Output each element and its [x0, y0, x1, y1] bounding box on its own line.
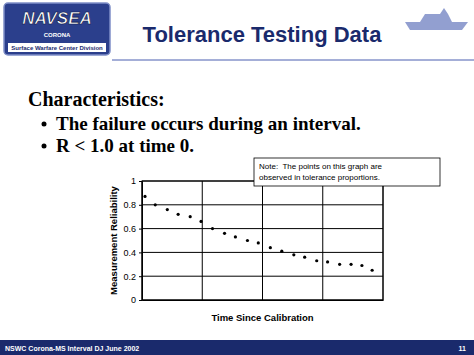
- y-tick: 0.6: [123, 224, 142, 234]
- grid: [142, 181, 383, 300]
- background: [0, 0, 474, 355]
- data-point: [211, 227, 214, 230]
- x-grid-line: [262, 181, 263, 300]
- data-point: [166, 208, 169, 211]
- bullet: R < 1.0 at time 0.: [56, 135, 194, 156]
- y-tick: 0.4: [123, 248, 142, 258]
- header-rule: [112, 60, 474, 61]
- data-point: [269, 246, 272, 249]
- y-tick-label: 0.2: [123, 272, 136, 282]
- y-tick-label: 0.6: [123, 224, 136, 234]
- y-axis-title: Measurement Reliability: [108, 185, 119, 294]
- data-point: [143, 195, 146, 198]
- data-point: [315, 259, 318, 262]
- chart: 0 0.2 0.4 0.6 0.8 1 Time Since Calibration Meas…: [108, 176, 384, 323]
- heading: Characteristics:: [28, 88, 165, 110]
- y-tick: 1: [131, 176, 142, 186]
- data-point: [338, 263, 341, 266]
- plot-frame: [142, 181, 383, 300]
- note-text: Note: The points on this graph are: [259, 162, 383, 171]
- y-tick-label: 1: [131, 176, 136, 186]
- logo-division: Surface Warfare Center Division: [11, 45, 103, 51]
- data-point: [326, 260, 329, 263]
- y-tick: 0: [131, 295, 142, 305]
- ship-icon: [405, 8, 468, 30]
- data-point: [280, 250, 283, 253]
- page-number: 11: [459, 345, 467, 352]
- y-tick-label: 0.8: [123, 200, 136, 210]
- data-point: [349, 263, 352, 266]
- data-point: [303, 256, 306, 259]
- data-point: [246, 239, 249, 242]
- plot-background: [142, 181, 383, 300]
- y-axis: 0 0.2 0.4 0.6 0.8 1: [123, 176, 142, 305]
- slide-title: Tolerance Testing Data: [143, 22, 383, 47]
- data-point: [292, 253, 295, 256]
- x-grid-line: [322, 181, 323, 300]
- note-text: observed in tolerance proportions.: [259, 173, 380, 182]
- note: Note: The points on this graph are observ…: [254, 158, 440, 186]
- points: [143, 195, 373, 272]
- y-tick: 0.8: [123, 200, 142, 210]
- logo-band: [8, 43, 106, 52]
- data-point: [234, 235, 237, 238]
- x-grid-line: [202, 181, 203, 300]
- data-point: [189, 215, 192, 218]
- footer-text: NSWC Corona-MS Interval DJ June 2002: [5, 345, 139, 352]
- data-point: [223, 232, 226, 235]
- y-tick-label: 0: [131, 295, 136, 305]
- y-tick-label: 0.4: [123, 248, 136, 258]
- bullet: The failure occurs during an interval.: [56, 113, 361, 134]
- data-point: [257, 241, 260, 244]
- logo: NAVSEA CORONA Surface Warfare Center Divis…: [4, 3, 110, 55]
- note-box: [254, 158, 440, 186]
- bullet-dot: [42, 144, 47, 149]
- slide: NAVSEA CORONA Surface Warfare Center Divis…: [0, 0, 474, 355]
- data-point: [371, 269, 374, 272]
- logo-subtitle: CORONA: [44, 32, 71, 38]
- data-point: [360, 264, 363, 267]
- logo-title: NAVSEA: [22, 9, 92, 28]
- x-axis-title: Time Since Calibration: [211, 312, 313, 323]
- y-tick: 0.2: [123, 272, 142, 282]
- data-point: [154, 203, 157, 206]
- footer-bar: [0, 340, 474, 355]
- bullet-dot: [42, 122, 47, 127]
- data-point: [199, 220, 202, 223]
- logo-box: [4, 3, 110, 55]
- data-point: [177, 213, 180, 216]
